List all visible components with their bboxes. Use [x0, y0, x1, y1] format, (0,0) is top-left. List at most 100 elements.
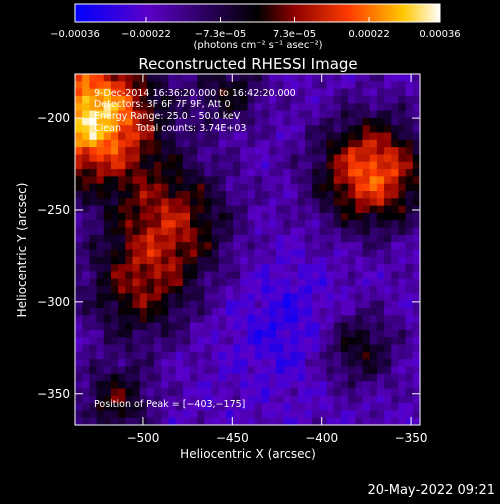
- image-pixel: [369, 212, 378, 221]
- image-pixel: [362, 249, 371, 258]
- image-pixel: [96, 176, 105, 185]
- image-pixel: [161, 300, 169, 309]
- image-pixel: [283, 191, 292, 199]
- image-pixel: [290, 417, 299, 425]
- image-pixel: [204, 373, 212, 382]
- image-pixel: [333, 154, 342, 163]
- heatmap-image: [75, 74, 420, 425]
- image-pixel: [96, 351, 105, 360]
- image-pixel: [240, 227, 248, 236]
- image-pixel: [247, 88, 256, 97]
- image-pixel: [110, 300, 119, 309]
- image-pixel: [89, 351, 97, 360]
- image-pixel: [247, 147, 256, 155]
- image-pixel: [297, 161, 306, 170]
- image-pixel: [168, 212, 177, 221]
- image-pixel: [139, 249, 148, 258]
- image-pixel: [204, 227, 212, 236]
- image-pixel: [276, 183, 284, 192]
- image-pixel: [118, 117, 126, 126]
- image-pixel: [190, 264, 198, 272]
- image-pixel: [146, 139, 155, 148]
- image-pixel: [355, 125, 363, 133]
- image-pixel: [254, 329, 263, 338]
- image-pixel: [103, 308, 112, 316]
- image-pixel: [175, 256, 184, 265]
- image-pixel: [233, 403, 241, 411]
- image-pixel: [276, 344, 284, 353]
- image-pixel: [369, 366, 378, 375]
- image-pixel: [348, 256, 356, 265]
- image-pixel: [369, 403, 378, 411]
- image-pixel: [405, 110, 414, 119]
- image-pixel: [204, 337, 212, 345]
- image-pixel: [348, 249, 356, 258]
- image-pixel: [96, 191, 105, 199]
- image-pixel: [132, 264, 141, 272]
- image-pixel: [197, 351, 205, 360]
- image-pixel: [391, 359, 399, 367]
- image-pixel: [204, 125, 212, 133]
- image-pixel: [168, 81, 177, 90]
- image-pixel: [348, 344, 356, 353]
- image-pixel: [369, 242, 378, 250]
- image-pixel: [384, 351, 392, 360]
- image-pixel: [376, 95, 385, 104]
- image-pixel: [190, 88, 198, 97]
- image-pixel: [96, 154, 105, 163]
- image-pixel: [362, 205, 371, 214]
- image-pixel: [132, 256, 141, 265]
- image-pixel: [211, 125, 220, 133]
- image-pixel: [305, 227, 313, 236]
- image-pixel: [168, 117, 177, 126]
- image-pixel: [384, 176, 392, 185]
- image-pixel: [348, 315, 356, 324]
- image-pixel: [391, 212, 399, 221]
- y-tick-label: −250: [37, 203, 70, 217]
- image-pixel: [340, 278, 349, 287]
- colorbar: [74, 3, 441, 23]
- image-pixel: [82, 256, 90, 265]
- image-pixel: [96, 366, 105, 375]
- image-pixel: [398, 249, 407, 258]
- image-pixel: [125, 95, 133, 104]
- image-pixel: [168, 147, 177, 155]
- image-pixel: [312, 169, 320, 177]
- image-pixel: [269, 271, 277, 280]
- image-pixel: [333, 95, 342, 104]
- image-pixel: [297, 315, 306, 324]
- image-pixel: [384, 293, 392, 302]
- image-pixel: [398, 227, 407, 236]
- image-pixel: [146, 344, 155, 353]
- image-pixel: [254, 300, 263, 309]
- image-pixel: [355, 176, 363, 185]
- image-pixel: [82, 351, 90, 360]
- image-pixel: [333, 293, 342, 302]
- image-pixel: [118, 395, 126, 404]
- image-pixel: [118, 183, 126, 192]
- image-pixel: [89, 293, 97, 302]
- image-pixel: [125, 161, 133, 170]
- image-pixel: [355, 191, 363, 199]
- image-pixel: [333, 344, 342, 353]
- image-pixel: [125, 366, 133, 375]
- image-pixel: [211, 147, 220, 155]
- image-pixel: [125, 351, 133, 360]
- image-pixel: [340, 308, 349, 316]
- image-pixel: [211, 322, 220, 331]
- image-pixel: [240, 366, 248, 375]
- image-pixel: [154, 388, 162, 397]
- image-pixel: [384, 88, 392, 97]
- image-pixel: [254, 132, 263, 141]
- image-pixel: [146, 373, 155, 382]
- image-pixel: [161, 329, 169, 338]
- image-pixel: [182, 359, 191, 367]
- image-pixel: [190, 95, 198, 104]
- image-pixel: [319, 249, 327, 258]
- image-pixel: [110, 95, 119, 104]
- image-pixel: [197, 417, 205, 425]
- image-pixel: [326, 176, 335, 185]
- image-pixel: [412, 417, 420, 425]
- image-pixel: [139, 264, 148, 272]
- image-pixel: [283, 183, 292, 192]
